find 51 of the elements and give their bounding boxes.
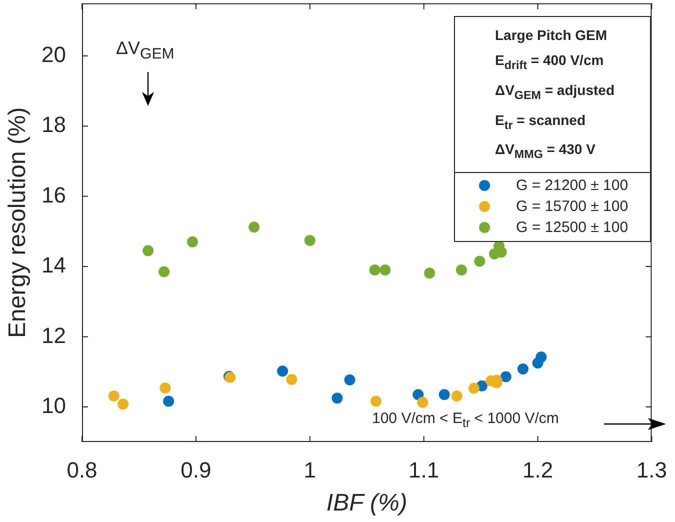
y-tick-label: 16 (42, 182, 66, 208)
legend-label: G = 21200 ± 100 (516, 176, 628, 196)
annotation: 100 V/cm < E$_{tr}$ < 1000 V/cm (372, 410, 559, 430)
x-axis-title: IBF (%) (326, 489, 408, 516)
x-tick-label: 1 (304, 457, 316, 482)
point (536, 352, 547, 363)
x-tick-label: 0.8 (66, 457, 98, 482)
point (438, 389, 450, 400)
y-tick-label: 12 (42, 322, 66, 348)
x-tick-label: 1.1 (408, 457, 440, 482)
point (500, 371, 512, 382)
point (412, 389, 424, 400)
y-tick-label: 20 (42, 42, 66, 67)
point (304, 235, 316, 246)
point (456, 264, 467, 276)
point (417, 396, 428, 408)
point (142, 245, 154, 256)
x-tick-label: 1.3 (636, 457, 668, 482)
x-tick-label: 1.2 (522, 457, 554, 482)
annotation: Large Pitch GEM (495, 26, 608, 45)
annotation: ΔV$_{GEM}$ (116, 38, 174, 63)
point (286, 374, 298, 386)
point (370, 396, 382, 407)
point (118, 398, 129, 410)
y-tick-label: 18 (42, 112, 66, 138)
point (344, 374, 356, 386)
point (187, 236, 198, 248)
annotation: ΔV$_{GEM}$ = adjusted (495, 80, 616, 104)
point (108, 390, 120, 402)
point (248, 222, 260, 233)
annotation: E$_{tr}$ = scanned (495, 110, 587, 134)
point (277, 366, 288, 377)
x-tick-label: 0.9 (180, 457, 212, 482)
point (517, 363, 528, 374)
point (163, 396, 174, 407)
y-tick-label: 14 (42, 252, 66, 278)
point (451, 390, 462, 402)
legend-label: G = 12500 ± 100 (516, 218, 628, 238)
point (332, 392, 343, 404)
annotation: E$_{drift}$ = 400 V/cm (495, 51, 605, 74)
point (160, 382, 171, 394)
point (369, 264, 380, 276)
legend-label: G = 15700 ± 100 (516, 197, 628, 218)
point (424, 268, 436, 279)
point (474, 256, 486, 267)
point (380, 264, 391, 276)
y-tick-label: 10 (42, 392, 66, 418)
annotation: ΔV$_{MMG}$ = 430 V (495, 140, 596, 164)
point (468, 382, 480, 394)
y-axis-title: Energy resolution (%) (4, 107, 32, 338)
point (158, 266, 170, 278)
